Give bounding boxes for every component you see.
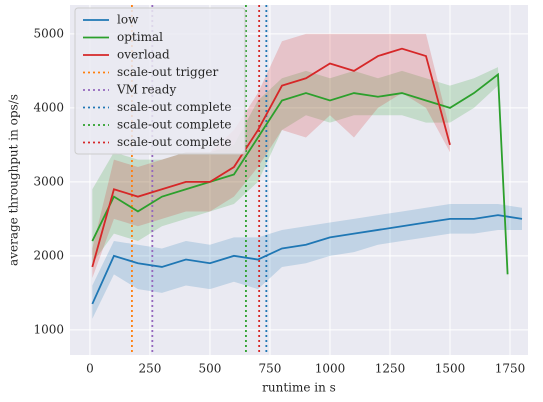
- x-tick-label: 1250: [375, 362, 406, 376]
- confidence-band: [92, 204, 522, 319]
- data-line: [91, 72, 509, 275]
- legend-label: scale-out trigger: [117, 65, 218, 79]
- legend-label: optimal: [117, 30, 163, 44]
- data-line: [91, 214, 523, 305]
- x-tick-label: 750: [259, 362, 282, 376]
- x-tick-label: 0: [86, 362, 94, 376]
- y-tick-label: 1000: [33, 322, 64, 336]
- x-axis-label: runtime in s: [262, 381, 336, 395]
- legend-label: VM ready: [116, 83, 176, 97]
- y-tick-label: 4000: [33, 100, 64, 114]
- legend-box: [74, 7, 246, 155]
- y-tick-label: 5000: [33, 26, 64, 40]
- legend-label: overload: [117, 48, 170, 62]
- y-axis-label: average throughput in ops/s: [7, 94, 21, 266]
- confidence-band: [92, 67, 508, 279]
- legend-label: scale-out complete: [117, 100, 232, 114]
- y-tick-label: 3000: [33, 174, 64, 188]
- x-tick-label: 500: [198, 362, 221, 376]
- data-line: [91, 47, 451, 268]
- x-tick-label: 250: [138, 362, 161, 376]
- legend-label: low: [117, 13, 139, 27]
- y-tick-label: 2000: [33, 248, 64, 262]
- legend-label: scale-out complete: [117, 118, 232, 132]
- x-tick-label: 1500: [435, 362, 466, 376]
- legend-label: scale-out complete: [117, 135, 232, 149]
- x-tick-label: 1000: [315, 362, 346, 376]
- x-tick-label: 1750: [495, 362, 526, 376]
